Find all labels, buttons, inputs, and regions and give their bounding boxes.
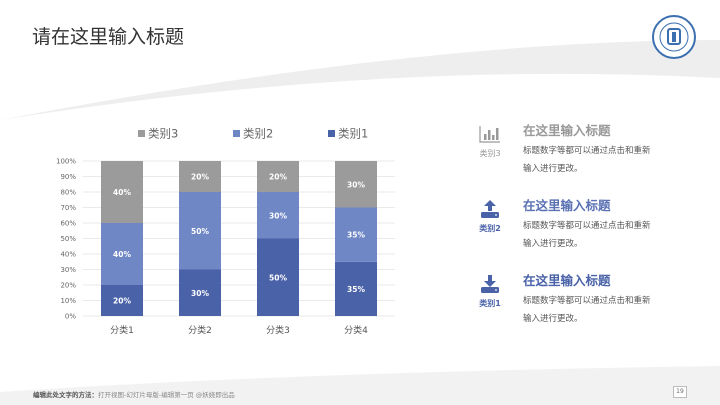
y-tick-label: 0%: [65, 313, 76, 321]
info-item: 类别2 在这里输入标题 标题数字等都可以通过点击和重新输入进行更改。: [470, 195, 710, 255]
x-tick-label: 分类2: [188, 324, 212, 336]
item-title: 在这里输入标题: [523, 198, 611, 213]
info-item: 类别3 在这里输入标题 标题数字等都可以通过点击和重新输入进行更改。: [470, 120, 710, 180]
y-tick-label: 50%: [60, 235, 76, 243]
y-tick-label: 60%: [60, 220, 76, 228]
data-label: 20%: [269, 173, 287, 182]
item-description: 标题数字等都可以通过点击和重新输入进行更改。: [523, 146, 651, 174]
data-label: 30%: [269, 211, 287, 220]
item-description: 标题数字等都可以通过点击和重新输入进行更改。: [523, 296, 651, 324]
upload-icon: [478, 199, 502, 219]
item-title: 在这里输入标题: [523, 273, 611, 288]
item-category: 类别1: [479, 299, 501, 308]
data-label: 50%: [191, 227, 209, 236]
bar-chart-icon: [478, 124, 502, 144]
university-logo: [652, 15, 696, 59]
y-tick-label: 100%: [56, 158, 76, 166]
x-tick-label: 分类3: [266, 324, 290, 336]
bar-类别3-分类2: [179, 161, 221, 192]
bar-类别1-分类3: [257, 238, 299, 316]
data-label: 20%: [113, 297, 131, 306]
y-tick-label: 30%: [60, 266, 76, 274]
bar-类别3-分类3: [257, 161, 299, 192]
bar-类别1-分类4: [335, 261, 377, 316]
y-tick-label: 70%: [60, 204, 76, 212]
bar-类别3-分类1: [101, 161, 143, 223]
y-tick-label: 90%: [60, 173, 76, 181]
data-label: 40%: [113, 188, 131, 197]
legend-label: 类别1: [338, 127, 368, 141]
item-category: 类别3: [479, 149, 501, 158]
footer-label: 编辑此处文字的方法：: [33, 391, 98, 399]
bar-类别1-分类2: [179, 269, 221, 316]
page-title: 请在这里输入标题: [32, 26, 185, 48]
x-tick-label: 分类1: [110, 324, 134, 336]
data-label: 35%: [347, 285, 365, 294]
footer-note: 编辑此处文字的方法：打开视图-幻灯片母版-编辑第一页 @妖娆即出品: [33, 389, 235, 399]
data-label: 30%: [347, 180, 365, 189]
bar-类别2-分类2: [179, 192, 221, 270]
legend-swatch: [138, 130, 145, 137]
download-icon: [478, 274, 502, 294]
y-tick-label: 80%: [60, 189, 76, 197]
data-label: 30%: [191, 289, 209, 298]
bar-类别2-分类1: [101, 223, 143, 285]
data-label: 35%: [347, 231, 365, 240]
bar-类别2-分类3: [257, 192, 299, 239]
item-title: 在这里输入标题: [523, 123, 611, 138]
legend-label: 类别2: [243, 127, 273, 141]
legend-swatch: [328, 130, 335, 137]
item-category: 类别2: [479, 224, 501, 233]
bar-类别1-分类1: [101, 285, 143, 316]
info-item: 类别1 在这里输入标题 标题数字等都可以通过点击和重新输入进行更改。: [470, 270, 710, 330]
data-label: 50%: [269, 273, 287, 282]
legend-swatch: [233, 130, 240, 137]
stacked-bar-chart: 0% 10% 20% 30% 40% 50% 60% 70% 80% 90% 100% 20% 40% 4…: [56, 127, 395, 336]
data-label: 20%: [191, 173, 209, 182]
footer-text: 打开视图-幻灯片母版-编辑第一页 @妖娆即出品: [98, 391, 235, 399]
item-description: 标题数字等都可以通过点击和重新输入进行更改。: [523, 221, 651, 249]
bar-类别2-分类4: [335, 207, 377, 262]
y-tick-label: 20%: [60, 282, 76, 290]
legend-label: 类别3: [148, 127, 178, 141]
page-number: 19: [673, 386, 687, 398]
data-label: 40%: [113, 250, 131, 259]
y-tick-label: 10%: [60, 297, 76, 305]
x-tick-label: 分类4: [344, 324, 368, 336]
bar-类别3-分类4: [335, 161, 377, 208]
y-tick-label: 40%: [60, 251, 76, 259]
